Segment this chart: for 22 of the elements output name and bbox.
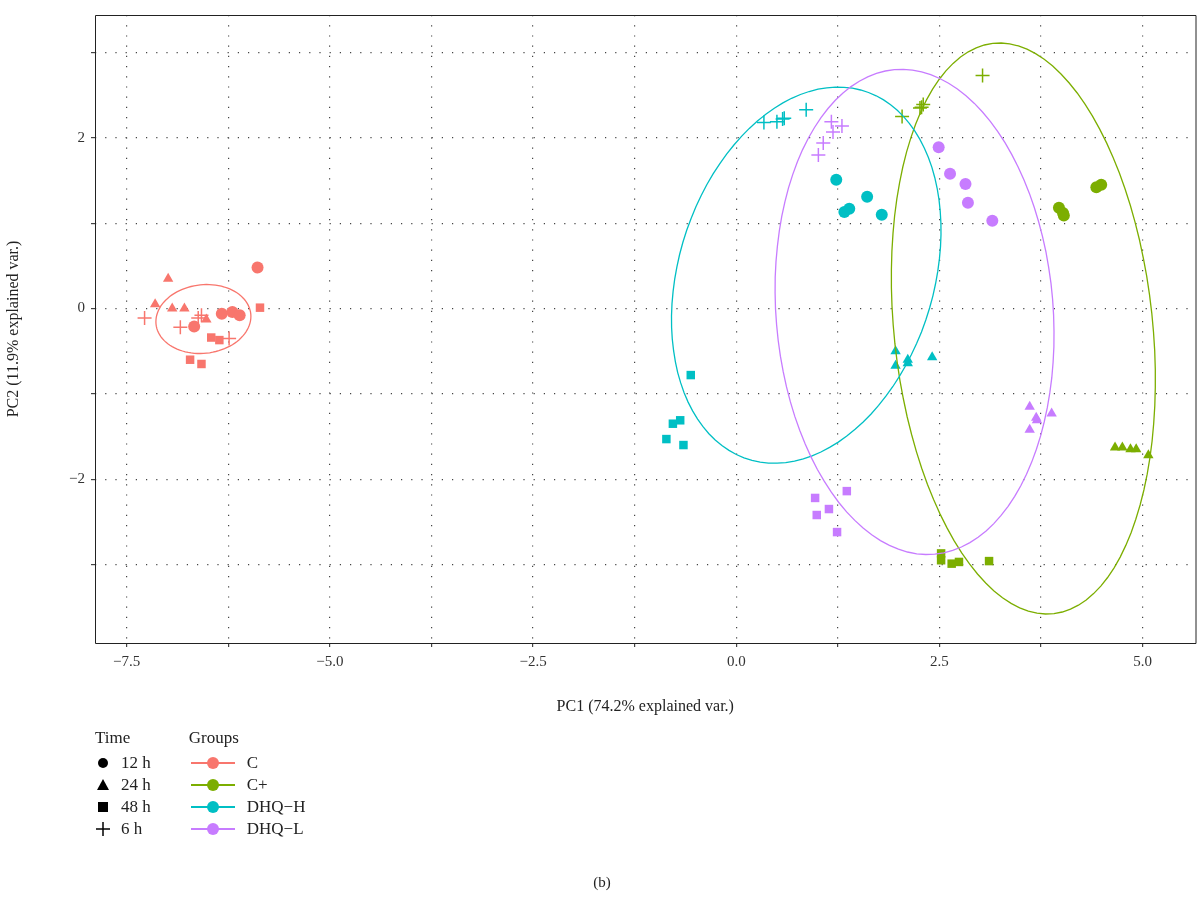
x-axis-title: PC1 (74.2% explained var.) (556, 696, 734, 715)
y-tick-label: 2 (77, 128, 85, 145)
legend-label: 6 h (121, 819, 143, 839)
text: (b) (592, 874, 612, 891)
legend-label: 12 h (121, 753, 151, 773)
y-axis-title: PC2 (11.9% explained var.) (3, 240, 22, 418)
legend-label: C (246, 753, 259, 773)
legend-label: 48 h (121, 797, 151, 817)
x-tick-label: −5.0 (316, 652, 344, 669)
text: Time (95, 728, 131, 747)
y-tick-label: −2 (69, 470, 85, 487)
y-tick-label: 0 (77, 299, 85, 316)
x-tick-label: 0.0 (726, 652, 746, 669)
x-tick-label: 2.5 (930, 652, 949, 669)
legend-label: C+ (246, 775, 268, 795)
legend-label: DHQ−L (246, 819, 304, 839)
x-tick-label: −2.5 (519, 652, 547, 669)
x-tick-label: 5.0 (1133, 652, 1153, 669)
legend-label: DHQ−H (246, 797, 306, 817)
text: Groups (188, 728, 239, 747)
legend-label: 24 h (121, 775, 151, 795)
x-tick-label: −7.5 (113, 652, 141, 669)
